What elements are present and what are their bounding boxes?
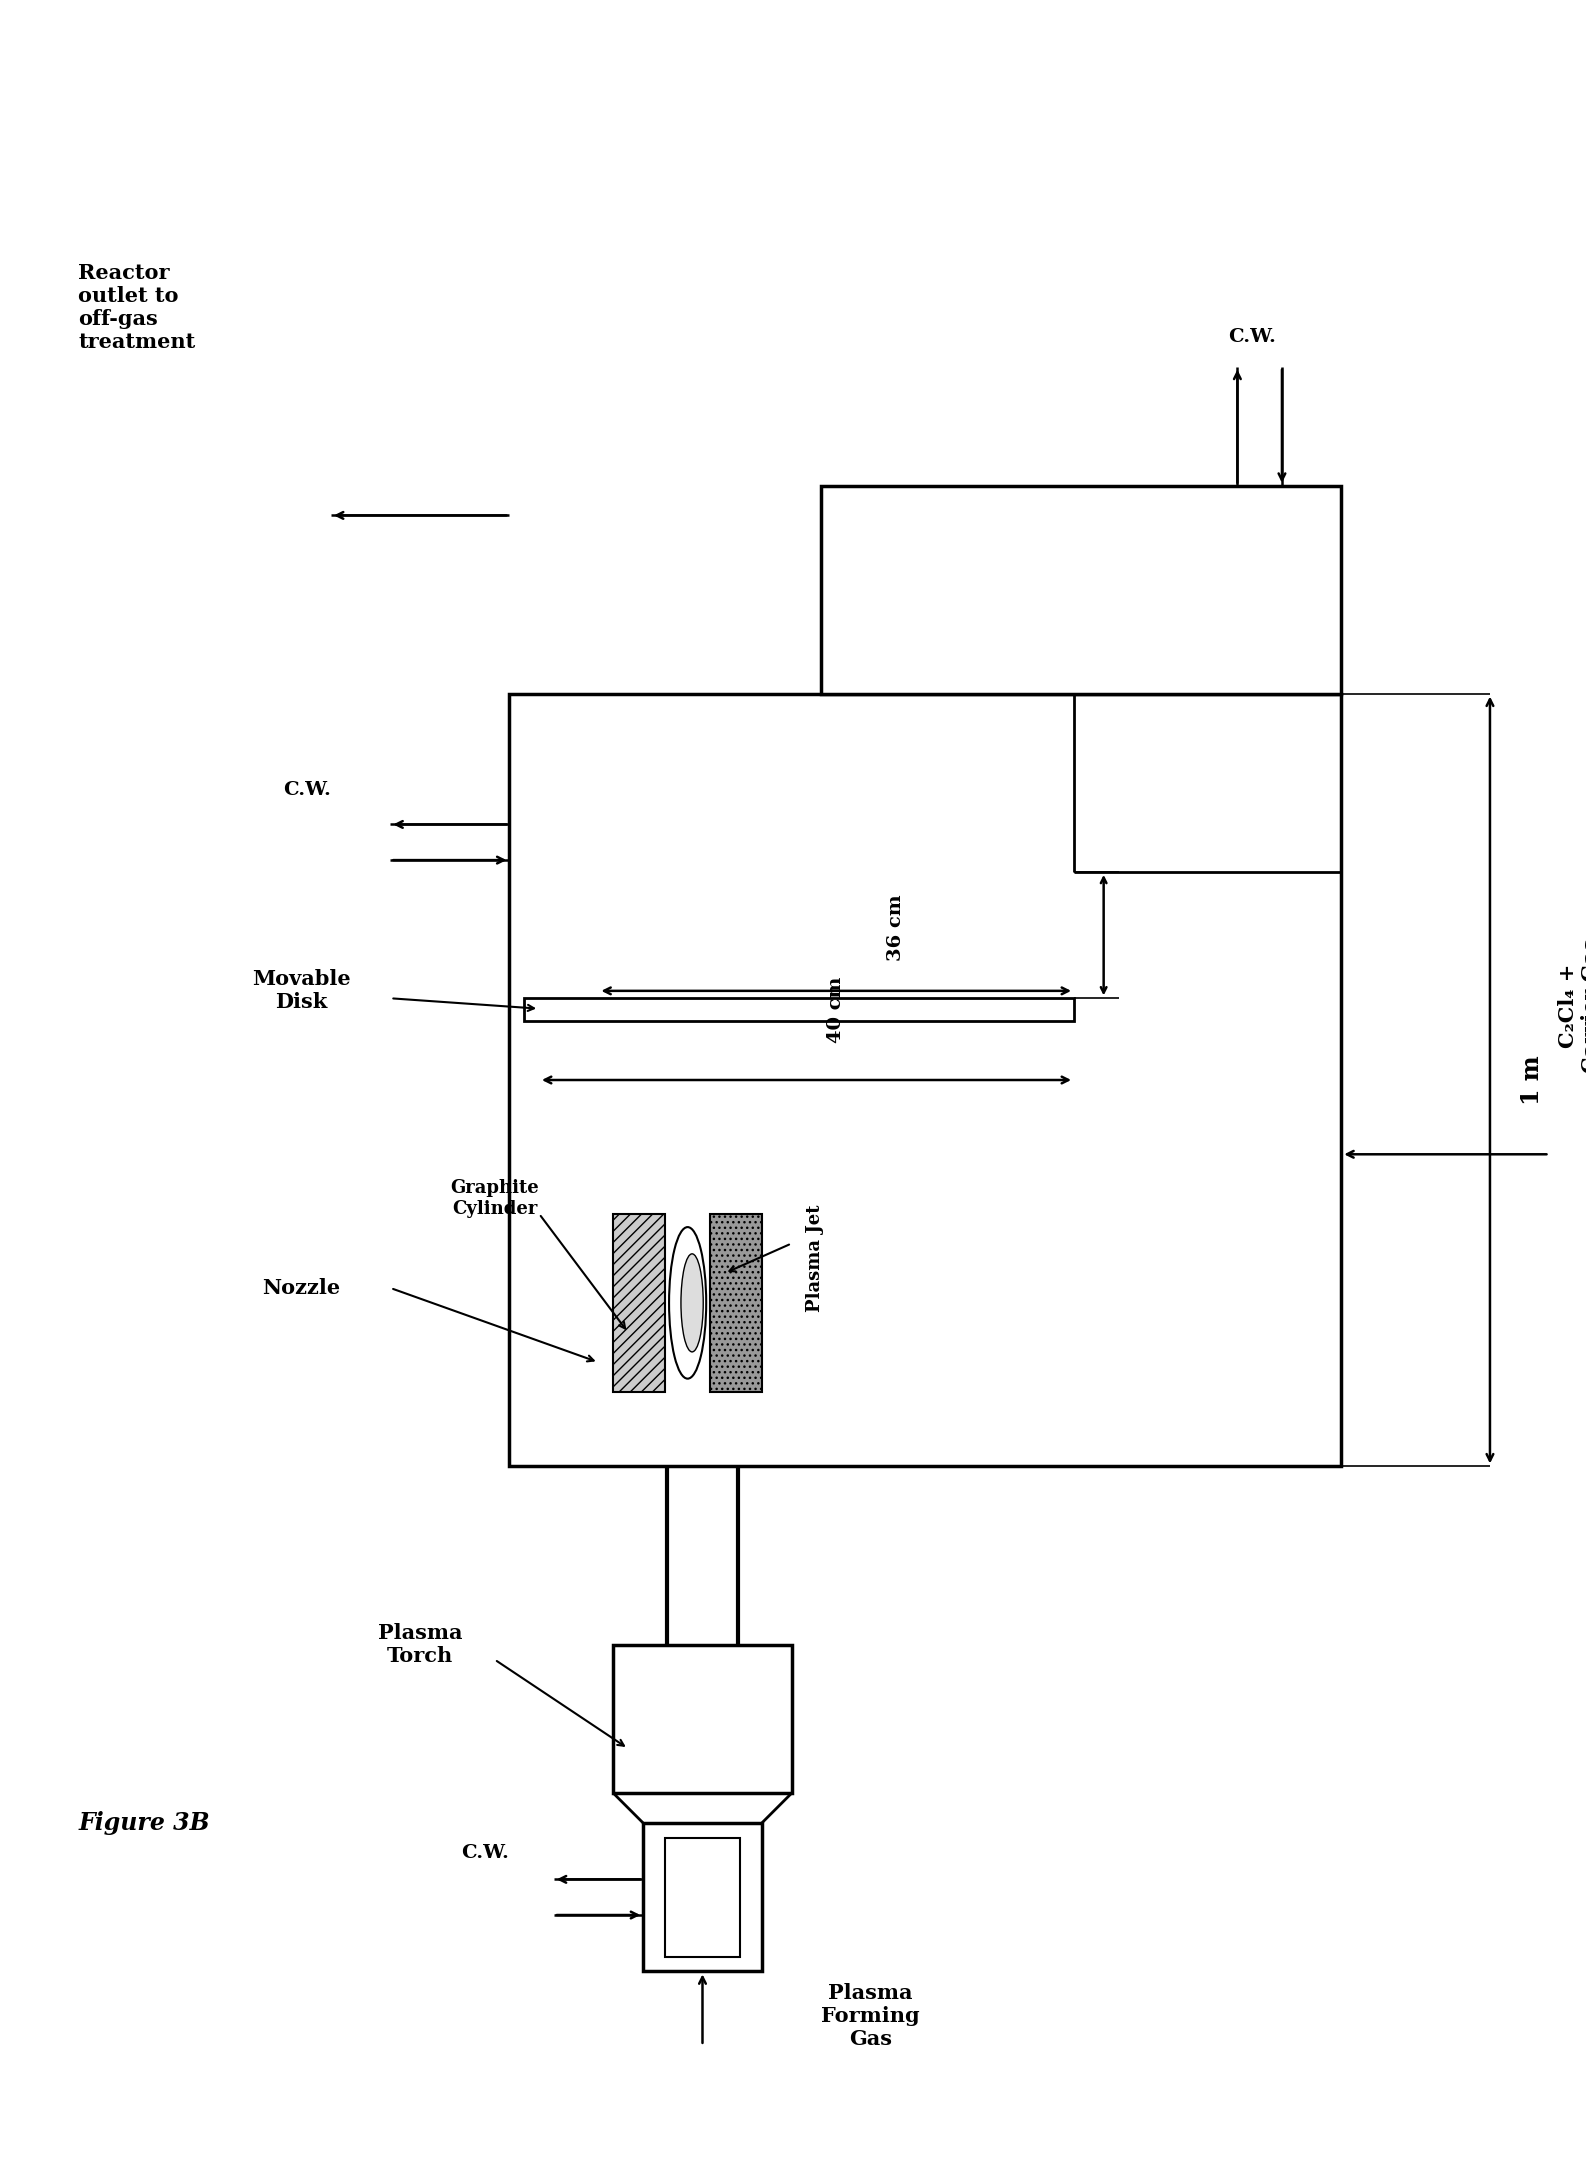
Text: Nozzle: Nozzle	[262, 1279, 341, 1298]
Text: Figure 3B: Figure 3B	[78, 1810, 209, 1834]
Bar	[614, 1214, 666, 1391]
Text: Plasma Jet: Plasma Jet	[807, 1205, 825, 1311]
Text: 36 cm: 36 cm	[887, 894, 904, 961]
Text: Plasma
Forming
Gas: Plasma Forming Gas	[822, 1983, 920, 2050]
Text: 1 m: 1 m	[1519, 1056, 1543, 1104]
Text: C.W.: C.W.	[284, 782, 331, 799]
Bar	[666, 1838, 739, 1957]
Text: C.W.: C.W.	[462, 1845, 509, 1862]
Bar	[525, 998, 1074, 1020]
Text: 40 cm: 40 cm	[828, 976, 845, 1043]
Bar	[642, 1823, 761, 1972]
Bar	[509, 693, 1342, 1467]
Bar	[822, 486, 1342, 693]
Bar	[711, 1214, 761, 1391]
Ellipse shape	[669, 1227, 706, 1378]
Ellipse shape	[680, 1253, 703, 1352]
Bar	[614, 1644, 791, 1793]
Text: Plasma
Torch: Plasma Torch	[377, 1622, 463, 1665]
Text: Reactor
outlet to
off-gas
treatment: Reactor outlet to off-gas treatment	[78, 264, 195, 352]
Text: C.W.: C.W.	[1228, 328, 1277, 346]
Text: Graphite
Cylinder: Graphite Cylinder	[450, 1179, 539, 1218]
Text: C₂Cl₄ +
Carrier Gas: C₂Cl₄ + Carrier Gas	[1557, 937, 1586, 1074]
Text: Movable
Disk: Movable Disk	[252, 970, 351, 1013]
